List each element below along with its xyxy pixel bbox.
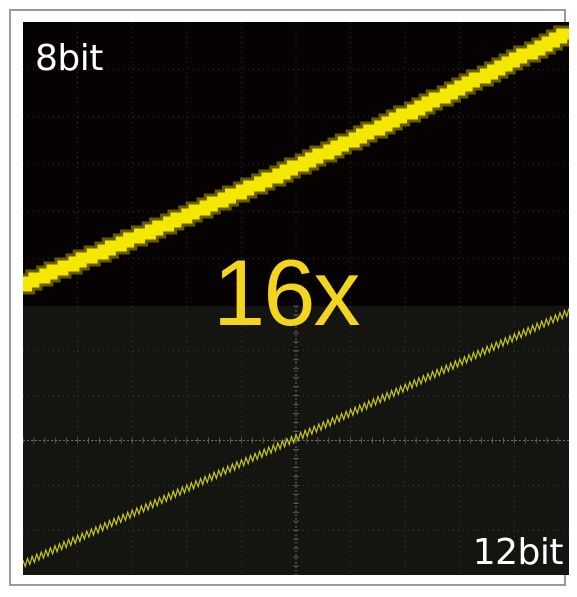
trace-8bit — [23, 28, 569, 292]
right-edge-strip — [569, 22, 573, 575]
waveform-traces — [23, 25, 569, 569]
oscilloscope-screen: 8bit 12bit 16x — [23, 22, 569, 575]
label-12bit: 12bit — [472, 532, 564, 573]
label-8bit: 8bit — [35, 38, 103, 79]
trace-12bit — [23, 308, 569, 569]
graticule-grid — [23, 22, 569, 575]
resolution-ratio-label: 16x — [213, 240, 361, 345]
